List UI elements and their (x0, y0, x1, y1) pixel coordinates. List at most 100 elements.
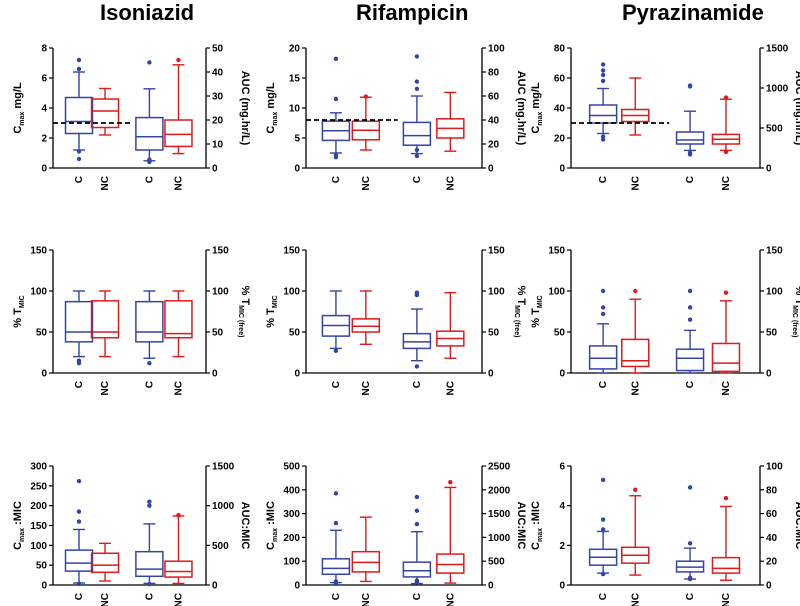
y2-label-main: AUC (mg.hr/L) (239, 71, 251, 146)
y-label-rest: mg/L (530, 82, 542, 112)
y2-label-main: % T (793, 286, 800, 306)
y-tick-label-right: 0 (488, 164, 494, 175)
x-tick-label: C (144, 381, 155, 388)
box-c (675, 485, 705, 582)
y-axis-label-right: AUC (mg.hr/L) (793, 71, 800, 146)
box-nc (164, 57, 193, 155)
y-label-rest: mg/L (265, 82, 277, 112)
y-tick-label-right: 20 (212, 116, 224, 127)
y-tick-label-left: 150 (548, 246, 565, 257)
box-nc (436, 291, 465, 359)
box-c (402, 54, 432, 159)
box-iqr (164, 300, 193, 339)
chart-panel-rifampicin-0: 0 5 10 15 20 0 20 40 60 80 100 Cmax mg/L AUC (mg.hr/… (265, 44, 527, 191)
box-c (675, 83, 705, 157)
x-tick-label: NC (173, 593, 184, 606)
y-label-main: % T (12, 308, 24, 328)
y-tick-label-right: 0 (488, 369, 494, 380)
y-tick-label-left: 0 (41, 164, 47, 175)
y-tick-label-left: 60 (554, 74, 566, 85)
chart-panel-isoniazid-0: 0 2 4 6 8 0 10 20 30 40 50 Cmax mg/L AUC (mg.hr/L) C N… (12, 44, 251, 191)
y-label-rest: mg/L (12, 82, 24, 112)
y-tick-label-left: 6 (41, 74, 47, 85)
y-tick-label-left: 500 (283, 462, 300, 473)
x-tick-label: NC (630, 176, 641, 190)
box-iqr (164, 119, 193, 148)
box-c (321, 491, 351, 586)
y-tick-label-left: 0 (41, 369, 47, 380)
y-tick-label-left: 100 (548, 287, 565, 298)
box-iqr (402, 121, 432, 146)
box-iqr (90, 98, 120, 129)
y-axis-label-left: % TMIC (12, 295, 26, 327)
title-rifampicin: Rifampicin (356, 0, 469, 25)
box-c (588, 477, 618, 577)
y-tick-label-left: 0 (559, 369, 565, 380)
y2-label-main: AUC (mg.hr/L) (793, 71, 800, 146)
y-label-main: C (12, 126, 24, 134)
x-tick-label: C (685, 593, 696, 600)
box-c (64, 478, 94, 587)
outlier-point (723, 495, 729, 501)
outlier-point (147, 60, 152, 65)
y-label-main: C (12, 542, 24, 550)
y-tick-label-right: 10 (212, 140, 224, 151)
y-tick-label-right: 500 (766, 124, 783, 135)
y-tick-label-left: 2 (559, 541, 565, 552)
y-tick-label-right: 30 (212, 92, 224, 103)
outlier-point (76, 478, 82, 484)
outlier-point (414, 86, 420, 92)
y-label-main: C (530, 542, 542, 550)
outlier-point (600, 288, 606, 294)
y-tick-label-right: 60 (766, 509, 778, 520)
y-axis-label-left: Cmax :MIC (12, 501, 26, 550)
x-tick-label: NC (361, 381, 372, 395)
outlier-point (414, 54, 420, 59)
outlier-point (333, 96, 339, 102)
y-tick-label-left: 300 (30, 462, 47, 473)
outlier-point (176, 512, 181, 518)
y-tick-label-left: 0 (41, 581, 47, 592)
box-nc (90, 290, 120, 358)
y-axis-label-right: AUC:MIC (239, 502, 251, 550)
outlier-point (600, 517, 606, 522)
x-tick-label: C (412, 176, 423, 183)
y-tick-label-right: 50 (212, 328, 224, 339)
outlier-point (76, 581, 82, 587)
outlier-point (76, 358, 82, 363)
x-tick-label: NC (721, 381, 732, 395)
outlier-point (600, 68, 606, 73)
y-axis-label-left: Cmax :MIC (265, 501, 279, 550)
y-label-rest: :MIC (530, 501, 542, 528)
y-axis-label-right: AUC:MIC (793, 502, 800, 550)
x-tick-label: C (74, 176, 85, 183)
box-nc (164, 290, 193, 358)
box-c (588, 62, 618, 142)
outlier-point (414, 364, 420, 369)
y-tick-label-left: 6 (559, 462, 565, 473)
box-c (588, 288, 618, 374)
outlier-point (414, 578, 420, 583)
x-tick-label: NC (721, 176, 732, 190)
outlier-point (723, 290, 729, 295)
x-tick-label: NC (630, 381, 641, 395)
y-tick-label-right: 100 (766, 287, 783, 298)
y-tick-label-right: 1000 (212, 501, 235, 512)
y2-label-main: % T (239, 286, 251, 306)
y-label-main: C (265, 126, 277, 134)
outlier-point (600, 571, 606, 577)
y-label-main: C (265, 542, 277, 550)
y-tick-label-left: 50 (36, 328, 48, 339)
box-c (675, 288, 705, 374)
x-tick-label: C (144, 176, 155, 183)
box-nc (621, 288, 650, 374)
x-tick-label: C (685, 381, 696, 388)
box-iqr (675, 131, 705, 145)
y-tick-label-left: 400 (283, 485, 300, 496)
box-c (321, 290, 351, 354)
outlier-point (687, 305, 693, 310)
box-nc (351, 516, 381, 583)
box-nc (711, 495, 741, 581)
x-tick-label: C (412, 593, 423, 600)
